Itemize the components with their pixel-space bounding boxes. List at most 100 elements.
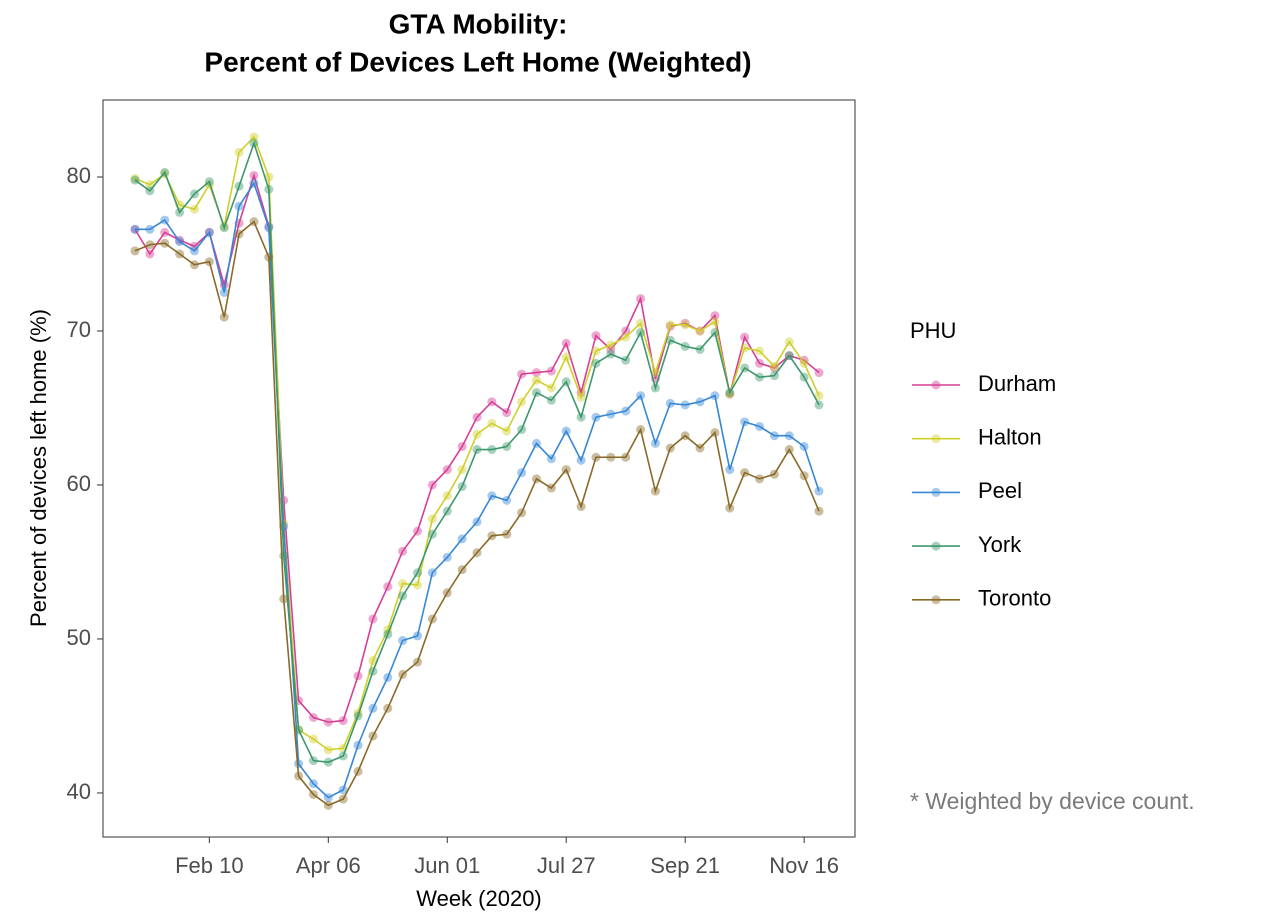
data-point	[383, 672, 393, 682]
data-point	[442, 552, 452, 562]
data-point	[234, 181, 244, 191]
data-point	[189, 260, 199, 270]
data-point	[442, 588, 452, 598]
data-point	[130, 175, 140, 185]
data-point	[561, 338, 571, 348]
data-point	[323, 757, 333, 767]
x-tick-label: Sep 21	[650, 853, 720, 878]
data-point	[650, 486, 660, 496]
data-point	[294, 771, 304, 781]
data-point	[398, 636, 408, 646]
data-point	[546, 366, 556, 376]
data-point	[353, 766, 363, 776]
data-point	[427, 529, 437, 539]
data-point	[546, 395, 556, 405]
data-point	[413, 568, 423, 578]
data-point	[517, 508, 527, 518]
data-point	[636, 294, 646, 304]
data-point	[725, 465, 735, 475]
data-point	[784, 337, 794, 347]
data-point	[442, 465, 452, 475]
series-line	[134, 220, 820, 807]
data-point	[427, 614, 437, 624]
y-tick-label: 50	[67, 625, 91, 650]
data-point	[546, 454, 556, 464]
data-point	[665, 443, 675, 453]
data-point	[517, 425, 527, 435]
data-point	[799, 355, 809, 365]
data-point	[427, 480, 437, 490]
data-point	[160, 227, 170, 237]
data-point	[175, 207, 185, 217]
data-point	[606, 340, 616, 350]
series-line	[134, 140, 820, 763]
data-point	[442, 506, 452, 516]
data-point	[814, 368, 824, 378]
data-point	[680, 341, 690, 351]
data-point	[576, 502, 586, 512]
data-point	[398, 591, 408, 601]
data-point	[740, 343, 750, 353]
data-point	[294, 725, 304, 735]
data-point	[308, 713, 318, 723]
data-point	[368, 666, 378, 676]
data-point	[219, 287, 229, 297]
data-point	[264, 252, 274, 262]
data-point	[338, 716, 348, 726]
data-point	[189, 189, 199, 199]
data-point	[591, 346, 601, 356]
data-point	[472, 548, 482, 558]
data-point	[755, 346, 765, 356]
data-point	[531, 375, 541, 385]
legend-swatch	[931, 487, 941, 497]
data-point	[442, 491, 452, 501]
data-point	[636, 328, 646, 338]
data-point	[799, 358, 809, 368]
data-point	[636, 391, 646, 401]
data-point	[546, 483, 556, 493]
data-point	[189, 204, 199, 214]
data-point	[413, 631, 423, 641]
data-point	[204, 257, 214, 267]
data-point	[487, 418, 497, 428]
legend-label: Toronto	[978, 586, 1051, 611]
data-point	[175, 237, 185, 247]
data-point	[249, 170, 259, 180]
data-point	[249, 132, 259, 142]
data-point	[502, 426, 512, 436]
data-point	[249, 138, 259, 148]
data-point	[487, 531, 497, 541]
legend-label: Durham	[978, 371, 1056, 396]
data-point	[665, 398, 675, 408]
data-point	[710, 317, 720, 327]
data-point	[383, 582, 393, 592]
y-tick-label: 60	[67, 471, 91, 496]
data-point	[591, 452, 601, 462]
data-point	[249, 217, 259, 227]
data-point	[502, 495, 512, 505]
data-point	[740, 468, 750, 478]
data-point	[219, 312, 229, 322]
data-point	[561, 465, 571, 475]
data-point	[784, 351, 794, 361]
chart-title: Percent of Devices Left Home (Weighted)	[204, 46, 751, 77]
legend-swatch	[931, 380, 941, 390]
data-point	[606, 349, 616, 359]
data-point	[487, 491, 497, 501]
data-point	[695, 326, 705, 336]
data-point	[725, 503, 735, 513]
data-point	[368, 614, 378, 624]
data-point	[517, 369, 527, 379]
data-point	[621, 452, 631, 462]
chart-title: GTA Mobility:	[389, 8, 568, 39]
data-point	[279, 594, 289, 604]
data-point	[130, 224, 140, 234]
data-point	[561, 352, 571, 362]
data-point	[234, 201, 244, 211]
data-point	[621, 406, 631, 416]
data-point	[814, 391, 824, 401]
data-point	[769, 469, 779, 479]
data-point	[725, 388, 735, 398]
data-point	[338, 751, 348, 761]
data-point	[145, 249, 155, 259]
